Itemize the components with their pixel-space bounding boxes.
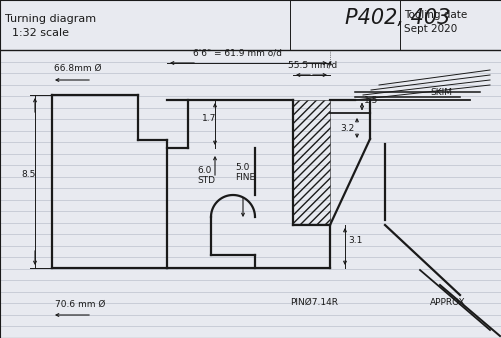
Text: 1.7: 1.7 — [201, 114, 216, 123]
Text: 3.1: 3.1 — [347, 236, 362, 245]
Text: P402, 403: P402, 403 — [344, 8, 449, 28]
Text: 6'6" = 61.9 mm o/d: 6'6" = 61.9 mm o/d — [193, 48, 282, 57]
Text: Turning diagram: Turning diagram — [5, 14, 96, 24]
Text: PINØ7.14R: PINØ7.14R — [290, 298, 337, 307]
Text: 66.8mm Ø: 66.8mm Ø — [54, 64, 101, 73]
Text: 55.5 mm/d: 55.5 mm/d — [288, 60, 337, 69]
Text: 3.2: 3.2 — [339, 124, 354, 133]
Text: APPROX: APPROX — [429, 298, 465, 307]
Text: SKIM: SKIM — [429, 88, 451, 97]
Text: 70.6 mm Ø: 70.6 mm Ø — [55, 300, 105, 309]
Text: 1.5: 1.5 — [363, 96, 378, 105]
Text: 8.5: 8.5 — [21, 170, 35, 179]
Text: Sept 2020: Sept 2020 — [403, 24, 456, 34]
Text: 6.0
STD: 6.0 STD — [196, 166, 214, 185]
Text: 1:32 scale: 1:32 scale — [5, 28, 69, 38]
Text: 5.0
FINE: 5.0 FINE — [234, 163, 255, 182]
Text: Tooling date: Tooling date — [403, 10, 466, 20]
